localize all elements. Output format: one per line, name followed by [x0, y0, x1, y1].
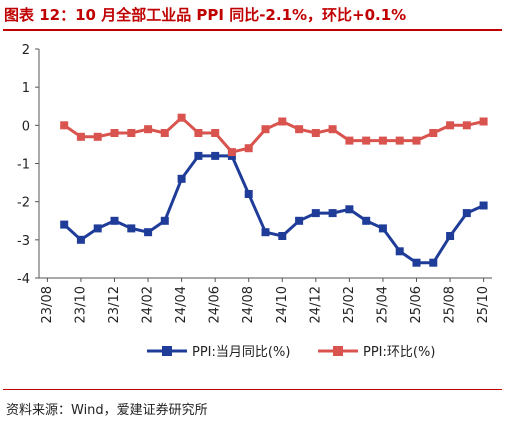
x-tick-label: 24/06 [208, 286, 223, 323]
data-point-yoy [395, 247, 404, 256]
x-tick-label: 24/04 [174, 286, 189, 323]
data-point-yoy [278, 232, 287, 240]
data-point-yoy [328, 209, 337, 218]
title-divider [3, 29, 502, 31]
data-point-mom [328, 125, 337, 134]
ppi-line-chart: 2 1 0 -1 -2 -3 -4 23/08 23/10 23/12 24/02 24/04 24/… [17, 43, 492, 360]
data-point-yoy [244, 190, 253, 198]
x-tick-label: 25/06 [409, 286, 424, 323]
data-point-yoy [462, 209, 471, 218]
data-point-yoy [177, 174, 186, 183]
data-point-mom [110, 129, 119, 137]
data-point-yoy [110, 216, 119, 225]
data-point-yoy [295, 216, 304, 225]
y-tick-label: 0 [22, 119, 30, 134]
data-point-yoy [362, 216, 371, 225]
data-point-yoy [211, 151, 220, 160]
data-point-mom [227, 148, 236, 157]
chart-title: 图表 12：10 月全部工业品 PPI 同比-2.1%，环比+0.1% [4, 6, 407, 24]
data-point-yoy [345, 205, 354, 214]
data-point-mom [345, 136, 354, 145]
y-tick-label: -1 [17, 158, 30, 173]
data-point-mom [446, 121, 455, 130]
series-line-yoy [63, 154, 485, 265]
x-tick-label: 23/08 [40, 286, 55, 323]
data-point-mom [378, 136, 387, 145]
x-tick-label: 23/12 [107, 286, 122, 323]
series-line-mom [63, 116, 484, 154]
source-divider [3, 389, 502, 390]
y-axis-ticks: 2 1 0 -1 -2 -3 -4 [17, 43, 39, 287]
x-tick-label: 25/04 [375, 286, 390, 323]
data-point-yoy [160, 216, 169, 225]
data-point-yoy [311, 209, 320, 218]
data-point-yoy [144, 228, 153, 237]
x-tick-label: 24/02 [141, 286, 156, 323]
data-point-mom [412, 136, 421, 145]
x-axis-ticks: 23/08 23/10 23/12 24/02 24/04 24/06 24/08 24/10… [40, 278, 491, 323]
x-tick-label: 24/10 [275, 286, 290, 323]
data-point-mom [194, 129, 203, 137]
data-point-mom [261, 125, 270, 134]
data-point-yoy [76, 235, 85, 244]
data-point-yoy [446, 232, 455, 240]
y-tick-label: -2 [17, 196, 30, 211]
legend-marker-mom [333, 346, 343, 356]
data-point-yoy [194, 151, 203, 160]
data-point-mom [429, 129, 438, 137]
data-point-mom [479, 117, 488, 126]
data-point-yoy [60, 220, 69, 229]
legend-label-yoy: PPI:当月同比(%) [192, 345, 290, 360]
data-point-mom [278, 117, 287, 126]
y-tick-label: 2 [22, 43, 30, 58]
data-point-yoy [479, 201, 488, 210]
data-point-yoy [93, 224, 102, 233]
data-point-mom [244, 144, 253, 153]
y-tick-label: 1 [22, 81, 30, 96]
x-tick-label: 24/12 [308, 286, 323, 323]
data-point-mom [295, 125, 304, 134]
data-point-mom [160, 129, 169, 137]
y-tick-label: -3 [17, 234, 30, 249]
data-point-yoy [429, 258, 438, 267]
data-point-mom [462, 121, 471, 130]
data-point-mom [362, 136, 371, 145]
x-tick-label: 25/02 [342, 286, 357, 323]
data-point-mom [60, 121, 69, 130]
series-layer [60, 113, 488, 267]
data-point-yoy [412, 258, 421, 267]
data-point-mom [311, 129, 320, 137]
data-point-mom [211, 129, 220, 137]
legend-marker-yoy [162, 346, 172, 356]
source-note: 资料来源：Wind，爱建证券研究所 [6, 403, 208, 418]
data-point-yoy [127, 224, 136, 233]
legend-label-mom: PPI:环比(%) [363, 345, 435, 360]
x-tick-label: 23/10 [73, 286, 88, 323]
data-point-yoy [261, 228, 270, 237]
x-tick-label: 24/08 [241, 286, 256, 323]
data-point-mom [93, 132, 102, 141]
y-tick-label: -4 [17, 272, 30, 287]
legend: PPI:当月同比(%) PPI:环比(%) [147, 345, 435, 360]
data-point-mom [144, 125, 153, 134]
x-tick-label: 25/08 [443, 286, 458, 323]
data-point-mom [127, 129, 136, 137]
data-point-mom [177, 113, 186, 122]
x-tick-label: 25/10 [476, 286, 491, 323]
data-point-mom [76, 132, 85, 141]
data-point-yoy [378, 224, 387, 233]
data-point-mom [395, 136, 404, 145]
